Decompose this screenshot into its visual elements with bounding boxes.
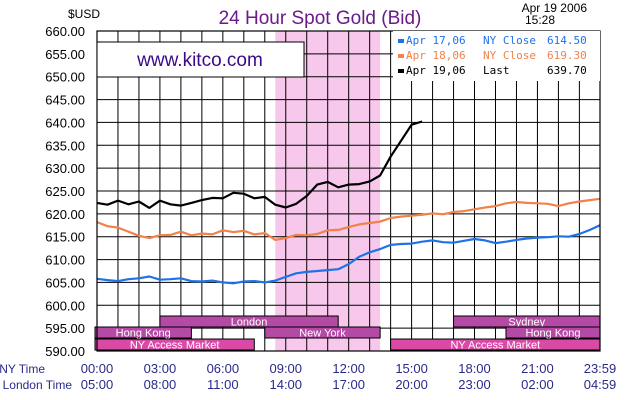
legend-swatch (398, 39, 404, 43)
x-tick-label-ny: 09:00 (269, 361, 302, 376)
session-bar (94, 338, 255, 351)
y-tick-label: 620.00 (45, 207, 85, 222)
x-tick-label-london: 20:00 (395, 377, 428, 392)
y-tick-label: 645.00 (45, 93, 85, 108)
x-tick-label-ny: 21:00 (521, 361, 554, 376)
session-label: Hong Kong (525, 328, 580, 340)
date-stamp: Apr 19 2006 (522, 1, 588, 15)
series-line (96, 224, 601, 285)
y-tick-label: 600.00 (45, 298, 85, 313)
x-tick-label-ny: 12:00 (332, 361, 365, 376)
site-link[interactable]: www.kitco.com (136, 50, 263, 71)
site-box (96, 41, 305, 78)
legend: Apr 17,06 NY Close 614.50 Apr 18,06 NY Close… (393, 31, 600, 81)
session-label: Sydney (508, 317, 545, 329)
session-bar (159, 315, 339, 328)
y-tick-label: 590.00 (45, 344, 85, 359)
y-tick-label: 640.00 (45, 115, 85, 130)
x-tick-label-ny: 03:00 (144, 361, 177, 376)
y-tick-label: 660.00 (45, 24, 85, 39)
session-bar (264, 326, 381, 339)
london-time-label: London Time (3, 378, 73, 392)
y-tick-label: 650.00 (45, 70, 85, 85)
plot-border (96, 30, 601, 352)
x-tick-label-london: 08:00 (144, 377, 177, 392)
x-tick-label-ny: 23:59 (584, 361, 617, 376)
legend-swatch (398, 69, 404, 73)
ny-time-label: NY Time (0, 362, 45, 376)
session-label: Hong Kong (116, 328, 171, 340)
y-tick-label: 655.00 (45, 47, 85, 62)
y-tick-label: 615.00 (45, 230, 85, 245)
time-stamp: 15:28 (525, 13, 555, 27)
session-label: NY Access Market (450, 340, 540, 352)
y-tick-label: 630.00 (45, 161, 85, 176)
legend-entry: Apr 19,06 Last 639.70 (406, 64, 587, 77)
x-tick-label-london: 04:59 (584, 377, 617, 392)
plot-frame (96, 30, 601, 352)
session-label: NY Access Market (130, 340, 220, 352)
y-unit-label: $USD (68, 7, 100, 21)
x-tick-label-london: 23:00 (458, 377, 491, 392)
x-tick-label-ny: 00:00 (81, 361, 114, 376)
x-tick-label-london: 17:00 (332, 377, 365, 392)
legend-entry: Apr 17,06 NY Close 614.50 (406, 34, 587, 47)
series-line (96, 197, 601, 241)
x-tick-label-ny: 18:00 (458, 361, 491, 376)
x-tick-label-ny: 06:00 (207, 361, 240, 376)
y-tick-labels: 590.00 595.00 600.00 605.00 610.00 615.00 620.… (45, 24, 85, 359)
session-label: London (231, 317, 268, 329)
series-line (96, 120, 423, 209)
x-tick-label-london: 02:00 (521, 377, 554, 392)
y-tick-label: 610.00 (45, 253, 85, 268)
session-bar (94, 326, 192, 339)
legend-swatch (398, 54, 404, 58)
y-tick-label: 625.00 (45, 184, 85, 199)
series-lines (96, 120, 601, 285)
x-tick-label-london: 14:00 (269, 377, 302, 392)
y-tick-label: 595.00 (45, 321, 85, 336)
session-label: New York (299, 328, 346, 340)
x-tick-label-ny: 15:00 (395, 361, 428, 376)
legend-background (393, 31, 600, 81)
x-tick-label-london: 05:00 (81, 377, 114, 392)
legend-entry: Apr 18,06 NY Close 619.30 (406, 49, 587, 62)
chart-title: 24 Hour Spot Gold (Bid) (219, 8, 422, 29)
y-tick-label: 605.00 (45, 275, 85, 290)
x-tick-label-london: 11:00 (207, 377, 239, 392)
y-tick-label: 635.00 (45, 138, 85, 153)
